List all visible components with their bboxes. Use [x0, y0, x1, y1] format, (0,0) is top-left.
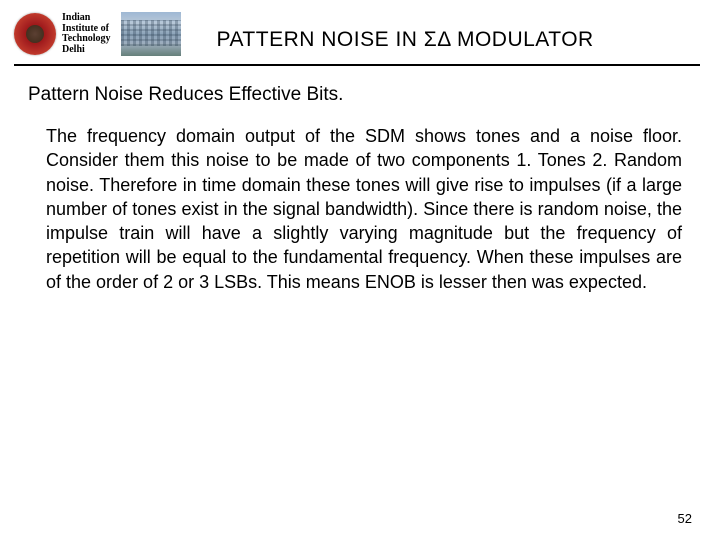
building-photo-icon	[121, 12, 181, 56]
institute-name: Indian Institute of Technology Delhi	[62, 13, 111, 55]
slide-body-text: The frequency domain output of the SDM s…	[0, 106, 720, 294]
slide-subtitle: Pattern Noise Reduces Effective Bits.	[0, 66, 720, 106]
institute-line-1: Indian	[62, 13, 111, 24]
iit-emblem-icon	[14, 13, 56, 55]
slide-header: Indian Institute of Technology Delhi PAT…	[0, 0, 720, 56]
logo-area: Indian Institute of Technology Delhi	[14, 12, 181, 56]
slide-title: PATTERN NOISE IN ΣΔ MODULATOR	[181, 12, 700, 52]
page-number: 52	[678, 511, 692, 526]
institute-line-4: Delhi	[62, 45, 111, 56]
institute-line-3: Technology	[62, 34, 111, 45]
